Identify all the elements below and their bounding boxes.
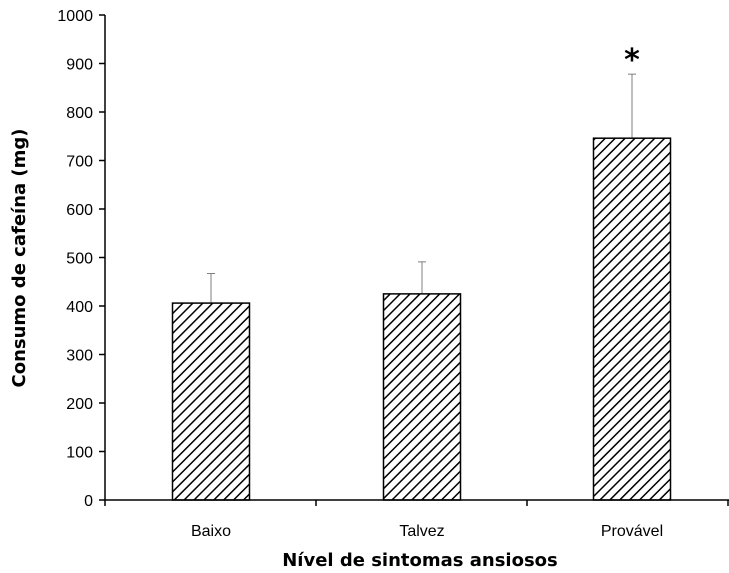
x-tick-label: Baixo <box>191 523 231 540</box>
bar-talvez <box>382 293 462 501</box>
bar-provável <box>592 137 672 501</box>
error-bars <box>207 73 636 304</box>
annotations: * <box>624 43 640 78</box>
y-tick-label: 800 <box>66 105 93 122</box>
y-tick-label: 400 <box>66 299 93 316</box>
y-tick-label: 700 <box>66 154 93 171</box>
x-tick-label: Provável <box>601 523 663 540</box>
x-tick-label: Talvez <box>399 523 444 540</box>
y-ticks: 0 100 200 300 400 500 600 700 800 900 1000 <box>57 8 105 510</box>
y-axis-title: Consumo de cafeína (mg) <box>9 128 30 387</box>
x-axis-title: Nível de sintomas ansiosos <box>282 550 558 571</box>
bar-baixo <box>171 302 251 501</box>
y-tick-label: 100 <box>66 445 93 462</box>
y-tick-label: 200 <box>66 396 93 413</box>
y-tick-label: 600 <box>66 202 93 219</box>
y-tick-label: 1000 <box>57 8 93 25</box>
y-tick-label: 900 <box>66 57 93 74</box>
y-tick-label: 0 <box>84 493 93 510</box>
y-tick-label: 300 <box>66 348 93 365</box>
bars <box>171 137 672 501</box>
y-tick-label: 500 <box>66 251 93 268</box>
x-ticks: Baixo Talvez Provável <box>104 500 729 540</box>
significance-annotation: * <box>624 43 640 78</box>
